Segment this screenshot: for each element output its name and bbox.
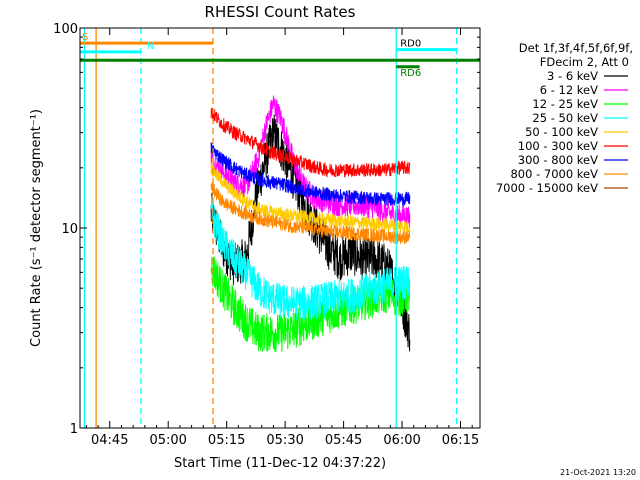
series-line-300to800keV-kev xyxy=(210,142,411,207)
state-bar-label-4: RD6 xyxy=(400,68,421,79)
attenuator-bars-layer: S N RD6 RD0 xyxy=(80,32,480,79)
series-line-25to50keV-kev xyxy=(210,197,411,321)
render-timestamp: 21-Oct-2021 13:20 xyxy=(560,468,636,477)
state-bar-label-1: S xyxy=(82,32,88,43)
series-line-100to300keV-kev xyxy=(210,107,411,179)
x-tick-label-1: 04:45 xyxy=(91,433,128,448)
legend-entry-1: 3 - 6 keV xyxy=(547,69,598,83)
legend-entry-3: 12 - 25 keV xyxy=(532,97,598,111)
x-axis-label: Start Time (11-Dec-12 04:37:22) xyxy=(174,456,386,471)
legend-entry-6: 100 - 300 keV xyxy=(518,139,598,153)
legend-entry-2: 6 - 12 keV xyxy=(540,83,598,97)
markers-layer xyxy=(83,28,458,428)
x-tick-label-4: 05:30 xyxy=(266,433,303,448)
series-line-3to6keV-kev xyxy=(210,114,411,352)
state-bar-label-2: N xyxy=(147,41,154,52)
x-tick-label-5: 05:45 xyxy=(325,433,362,448)
y-tick-label-1: 1 xyxy=(70,422,78,437)
legend: Det 1f,3f,4f,5f,6f,9f, FDecim 2, Att 0 3… xyxy=(496,41,633,195)
series-line-50to100keV-kev xyxy=(210,162,411,234)
state-bar-label-5: RD0 xyxy=(400,39,421,50)
axes-layer: 04:45 05:00 05:15 05:30 05:45 06:00 06:15 1 10 10… xyxy=(53,22,480,448)
plot-frame xyxy=(79,27,481,429)
y-axis-label: Count Rate (s⁻¹ detector segment⁻¹) xyxy=(29,109,44,347)
chart-title: RHESSI Count Rates xyxy=(205,3,356,21)
legend-header-line-1: Det 1f,3f,4f,5f,6f,9f, xyxy=(519,41,633,55)
curves-layer xyxy=(210,95,411,353)
x-tick-label-3: 05:15 xyxy=(208,433,245,448)
legend-entry-7: 300 - 800 keV xyxy=(518,153,598,167)
x-tick-label-7: 06:15 xyxy=(442,433,479,448)
x-tick-label-6: 06:00 xyxy=(383,433,420,448)
y-tick-label-2: 10 xyxy=(61,222,78,237)
series-line-800to7000keV-kev xyxy=(210,182,411,245)
legend-entry-4: 25 - 50 keV xyxy=(532,111,598,125)
x-tick-label-2: 05:00 xyxy=(149,433,186,448)
y-tick-label-3: 100 xyxy=(53,22,78,37)
legend-entry-9: 7000 - 15000 keV xyxy=(496,181,598,195)
legend-entry-5: 50 - 100 keV xyxy=(525,125,598,139)
legend-entry-8: 800 - 7000 keV xyxy=(510,167,598,181)
legend-header-line-2: FDecim 2, Att 0 xyxy=(540,55,629,69)
